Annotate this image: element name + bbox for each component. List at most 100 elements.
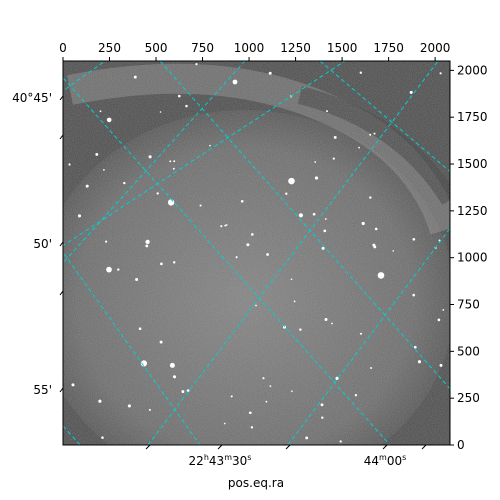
ra-tick-mark	[217, 444, 223, 450]
ra-tick-label: 22h43m30s	[189, 453, 252, 468]
dec-tick-label: 55'	[33, 383, 52, 397]
star	[135, 278, 139, 281]
grid-line	[63, 77, 391, 445]
star	[437, 318, 441, 322]
ra-axis-ticks: 22h43m30s 44m00s	[145, 444, 427, 468]
star	[160, 262, 163, 266]
star	[68, 163, 71, 166]
ra-tick-label: 44m00s	[364, 453, 407, 468]
star	[148, 408, 151, 411]
y-tick-label: 0	[457, 438, 465, 452]
star	[169, 362, 175, 368]
grid-line	[63, 61, 106, 92]
x-tick-label: 250	[98, 41, 121, 55]
star	[323, 229, 327, 233]
dec-tick-mark	[59, 290, 64, 296]
y-tick-label: 2000	[457, 63, 488, 77]
star	[314, 176, 319, 180]
star	[172, 261, 176, 264]
x-tick-label: 1750	[373, 41, 404, 55]
star	[172, 167, 175, 170]
star	[442, 308, 445, 311]
star	[220, 225, 223, 228]
star	[95, 152, 99, 156]
star	[339, 440, 342, 443]
grid-line	[63, 61, 246, 264]
ra-tick-mark	[382, 444, 388, 450]
star	[298, 213, 303, 218]
star	[314, 161, 317, 163]
star	[392, 250, 395, 252]
star	[240, 200, 244, 203]
star	[167, 199, 175, 206]
star	[123, 181, 126, 185]
star	[439, 72, 442, 75]
grid-line	[287, 227, 450, 445]
star	[331, 322, 333, 325]
star	[248, 411, 252, 415]
grid-line	[319, 61, 450, 173]
star	[103, 169, 105, 171]
star	[377, 272, 385, 279]
star	[156, 192, 159, 195]
star	[262, 377, 265, 380]
star	[250, 426, 254, 429]
plot-frame	[62, 60, 451, 446]
y-tick-label: 1250	[457, 204, 488, 218]
star	[195, 62, 198, 66]
dec-tick-mark	[59, 134, 64, 140]
star	[98, 399, 102, 403]
star	[105, 240, 108, 243]
star	[159, 111, 162, 113]
star	[169, 160, 172, 163]
star	[199, 204, 202, 207]
star	[305, 436, 309, 440]
y-tick-label: 1000	[457, 251, 488, 265]
star	[145, 239, 150, 245]
ra-tick-mark	[285, 444, 291, 450]
x-axis-ticks: 0 250 500 750 1000 1250 1500 1750 2000	[59, 41, 450, 61]
star	[412, 237, 416, 241]
sky-image	[63, 61, 450, 445]
dec-tick-label: 40°45'	[12, 91, 52, 105]
star	[99, 110, 102, 113]
star	[117, 268, 120, 271]
star	[133, 75, 137, 79]
star	[177, 94, 181, 98]
star	[127, 404, 131, 408]
star	[333, 135, 337, 139]
star	[230, 395, 233, 398]
dec-axis-ticks: 40°45' 50' 55'	[12, 91, 64, 397]
star	[361, 221, 365, 226]
star	[185, 104, 188, 108]
star	[439, 363, 443, 367]
star	[299, 328, 302, 331]
grid-line	[63, 61, 346, 247]
star	[288, 177, 295, 185]
star	[320, 403, 324, 407]
coordinate-grid	[63, 61, 450, 445]
star	[209, 144, 211, 147]
x-tick-label: 750	[191, 41, 214, 55]
star	[173, 160, 176, 163]
star	[373, 245, 377, 249]
x-tick-label: 500	[145, 41, 168, 55]
star	[101, 436, 104, 439]
star	[145, 244, 149, 248]
star	[148, 155, 152, 159]
star	[409, 90, 413, 94]
star	[312, 212, 316, 216]
star	[235, 256, 238, 259]
star	[413, 345, 417, 349]
star	[250, 233, 254, 236]
y-axis-ticks: 0 250 500 750 1000 1250 1500 1750 2000	[450, 63, 488, 452]
star	[321, 246, 325, 250]
x-tick-label: 1500	[327, 41, 358, 55]
x-tick-label: 0	[59, 41, 67, 55]
dec-tick-mark	[59, 95, 64, 101]
star	[290, 278, 293, 281]
star	[138, 327, 142, 331]
star	[324, 218, 327, 220]
star	[186, 389, 190, 392]
star	[324, 317, 328, 322]
